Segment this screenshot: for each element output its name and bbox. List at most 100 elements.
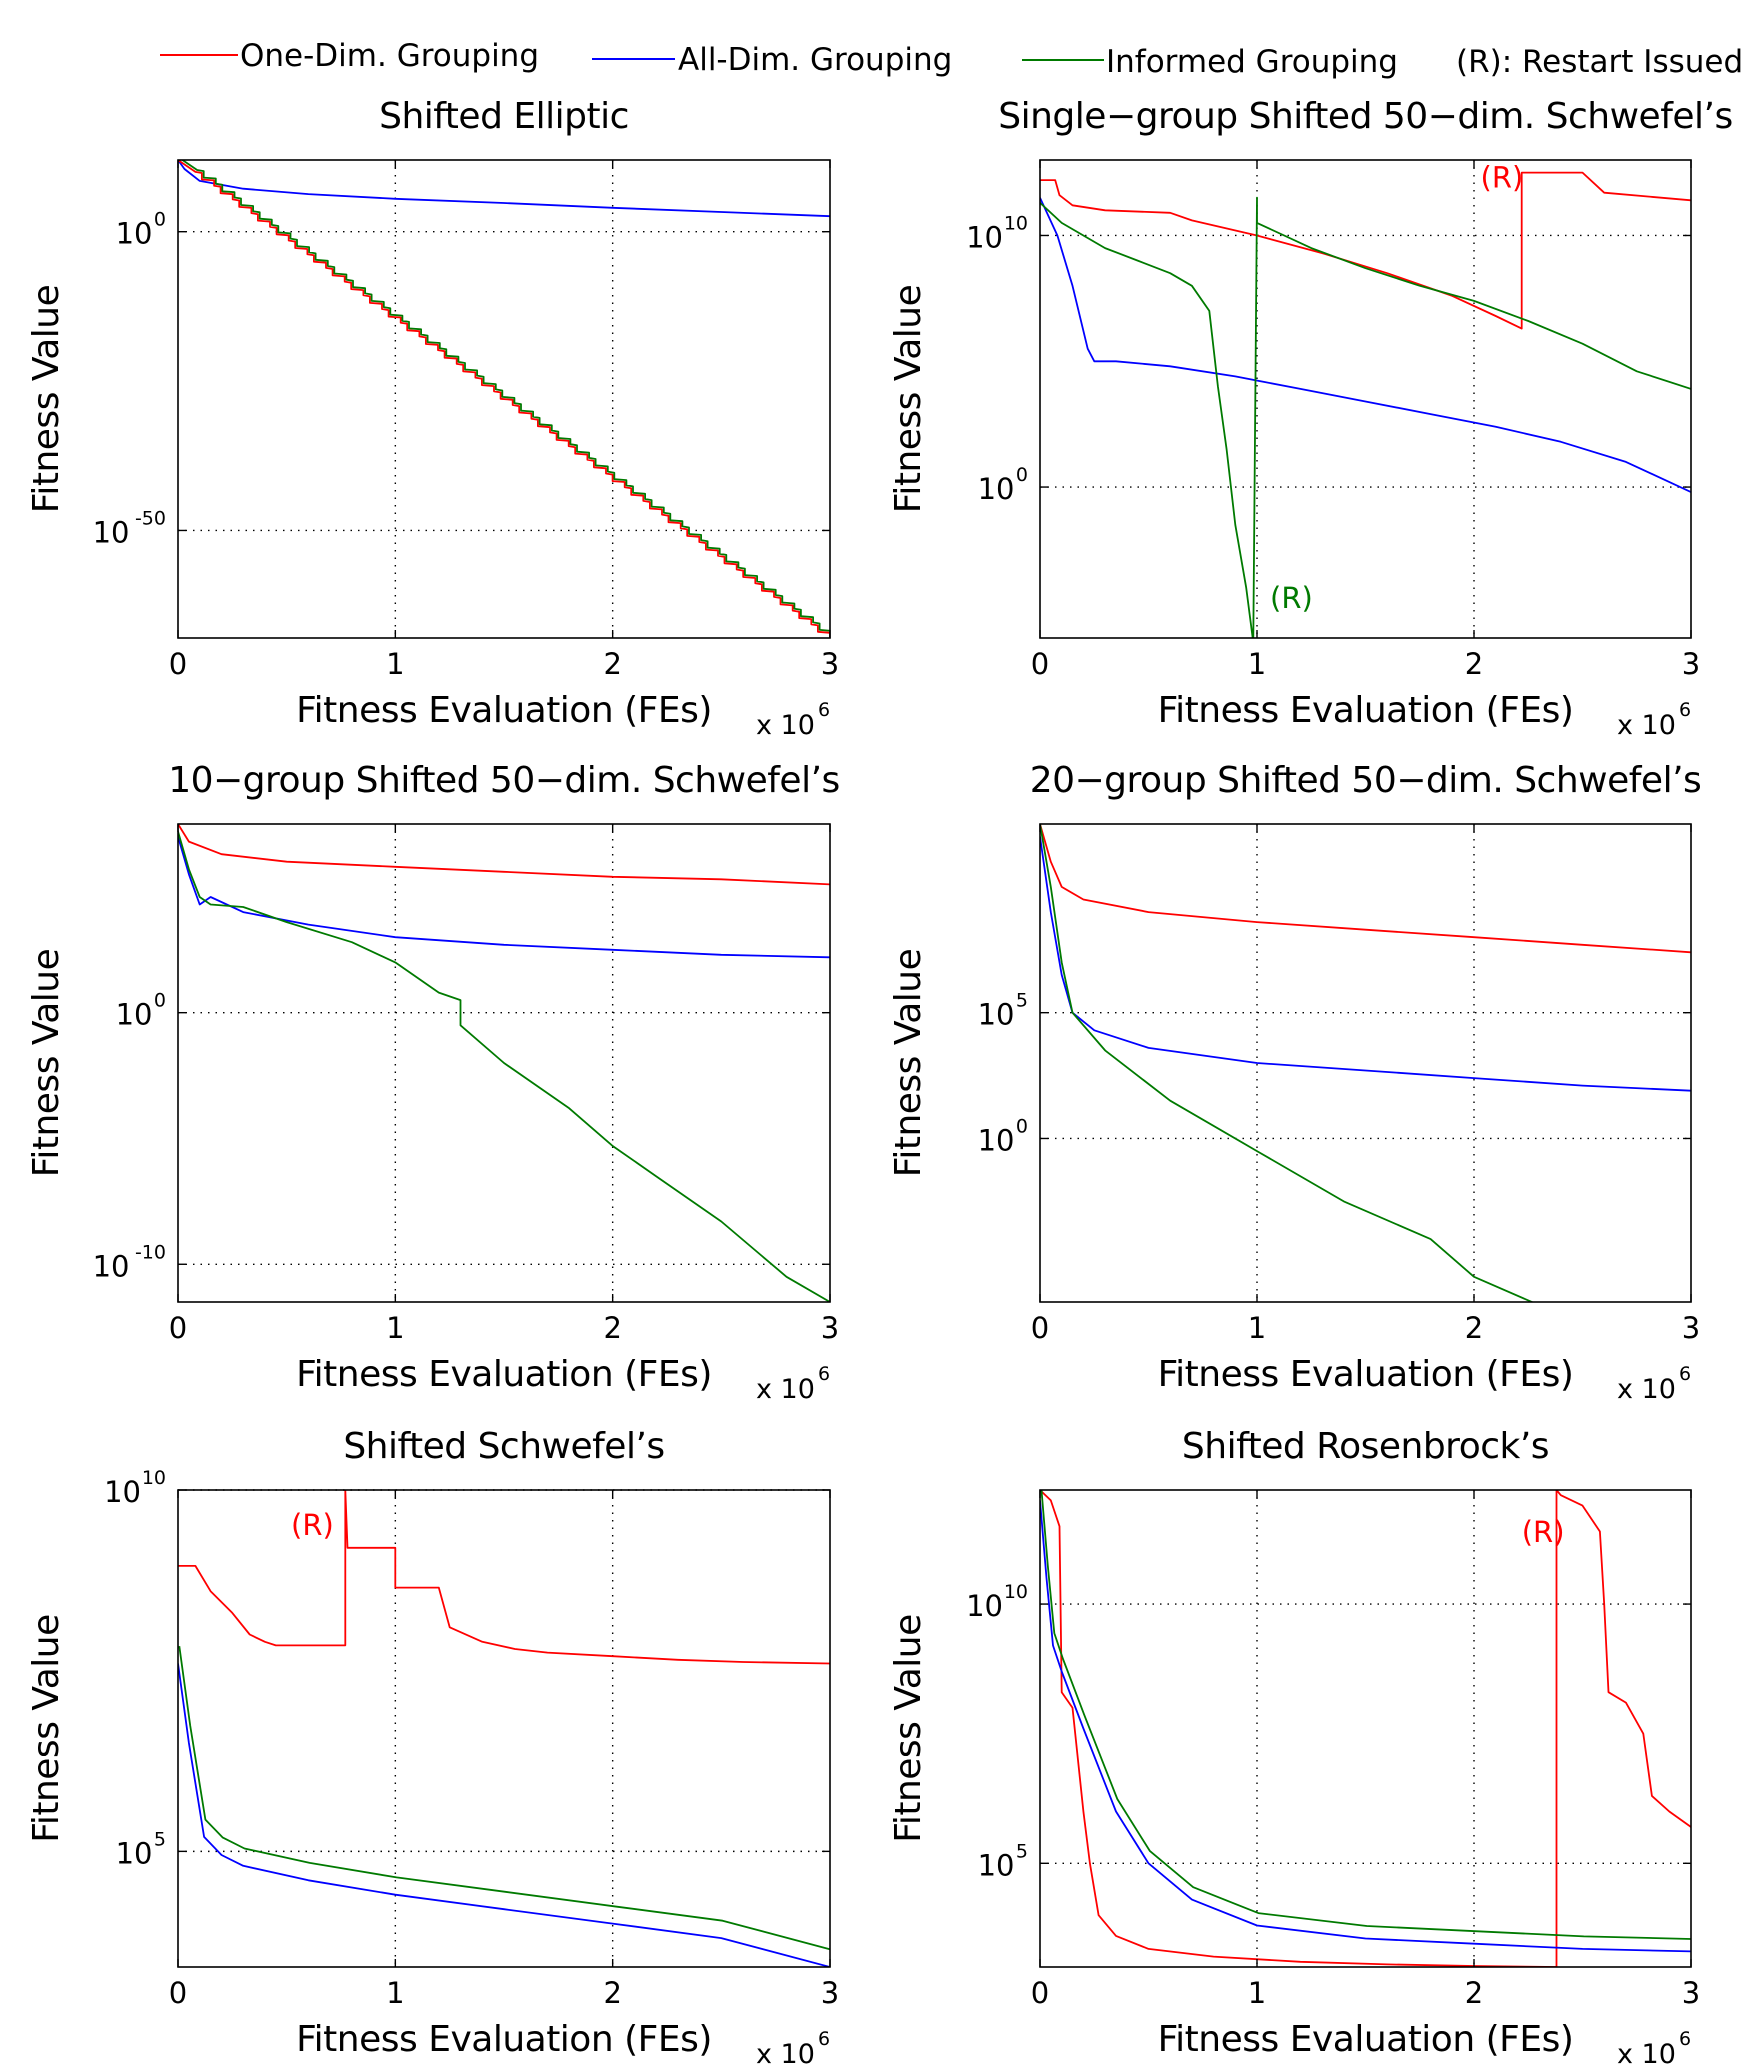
x-axis-multiplier-exponent: 6	[1679, 1363, 1691, 1385]
y-tick-label: 510	[116, 1828, 166, 1870]
chart-title: Shifted Elliptic	[379, 96, 629, 137]
x-tick-label: 3	[821, 1311, 839, 1345]
y-tick-exponent: 5	[1016, 1840, 1028, 1862]
chart-title: 10−group Shifted 50−dim. Schwefel’s	[168, 760, 840, 801]
series-group	[178, 160, 830, 638]
x-axis-multiplier-exponent: 6	[1679, 699, 1691, 721]
chart-title: Shifted Rosenbrock’s	[1182, 1426, 1549, 1467]
x-axis-label: Fitness Evaluation (FEs)	[1158, 690, 1574, 731]
series-line-2	[1040, 1500, 1691, 1953]
x-axis-label: Fitness Evaluation (FEs)	[296, 2019, 712, 2060]
x-tick-label: 0	[169, 1976, 187, 2010]
x-axis-multiplier-exponent: 6	[818, 699, 830, 721]
series-line-1	[178, 160, 830, 218]
plot-frame	[1039, 159, 1692, 639]
series-line-3	[178, 1645, 830, 1951]
x-tick-label: 0	[169, 1311, 187, 1345]
series-group	[1040, 824, 1691, 1302]
y-tick-label: 010	[116, 209, 166, 251]
series-line-3	[180, 160, 830, 632]
y-tick-label: 510	[978, 1840, 1028, 1882]
plot-frame	[1039, 823, 1692, 1303]
restart-annotation: (R)	[1270, 581, 1313, 615]
y-tick-base: 10	[116, 217, 153, 251]
x-axis-multiplier: x 10	[756, 2039, 815, 2068]
x-tick-label: 0	[1031, 647, 1049, 681]
series-line-3	[1040, 824, 1535, 1302]
y-tick-base: 10	[116, 1836, 153, 1870]
y-tick-exponent: 10	[142, 1467, 166, 1489]
y-tick-exponent: 0	[1016, 1115, 1028, 1137]
y-tick-exponent: 10	[1004, 1581, 1028, 1603]
restart-annotation: (R)	[1522, 1515, 1565, 1549]
x-axis-multiplier: x 10	[756, 710, 815, 741]
series-group	[1040, 1490, 1691, 1967]
x-tick-label: 3	[1682, 1976, 1700, 2010]
legend-label-all-dim: All-Dim. Grouping	[678, 42, 952, 78]
series-line-3	[1040, 196, 1691, 638]
x-tick-label: 2	[603, 647, 621, 681]
x-axis-multiplier-exponent: 6	[818, 2028, 830, 2050]
plot-frame	[177, 1489, 831, 1968]
x-axis-multiplier: x 10	[1617, 2039, 1676, 2068]
x-tick-label: 1	[386, 1311, 404, 1345]
y-tick-base: 10	[93, 1249, 130, 1283]
plot-frame	[177, 823, 831, 1303]
x-tick-label: 3	[1682, 1311, 1700, 1345]
x-tick-label: 2	[603, 1311, 621, 1345]
y-tick-base: 10	[104, 1475, 141, 1509]
series-line-2	[1040, 836, 1691, 1092]
x-tick-label: 0	[1031, 1311, 1049, 1345]
x-tick-label: 1	[1248, 1976, 1266, 2010]
x-tick-label: 1	[386, 647, 404, 681]
x-axis-multiplier-exponent: 6	[818, 1363, 830, 1385]
x-axis-multiplier: x 10	[1617, 710, 1676, 741]
legend-label-one-dim: One-Dim. Grouping	[240, 38, 539, 74]
series-line-2	[178, 160, 830, 638]
plot-frame	[1039, 1489, 1692, 1968]
x-tick-label: 2	[1465, 647, 1483, 681]
series-line-3	[178, 831, 830, 1302]
series-line-2	[178, 836, 830, 959]
y-tick-base: 10	[966, 220, 1003, 254]
legend-label-informed: Informed Grouping	[1106, 44, 1398, 80]
x-tick-label: 0	[1031, 1976, 1049, 2010]
x-tick-label: 1	[1248, 647, 1266, 681]
x-tick-label: 3	[1682, 647, 1700, 681]
x-axis-multiplier-exponent: 6	[1679, 2028, 1691, 2050]
y-tick-exponent: -10	[135, 1241, 166, 1263]
series-line-1	[178, 1490, 830, 1665]
x-axis-label: Fitness Evaluation (FEs)	[296, 1354, 712, 1395]
y-tick-base: 10	[978, 1848, 1015, 1882]
y-tick-exponent: 5	[1016, 990, 1028, 1012]
series-line-1	[178, 824, 830, 886]
restart-annotation: (R)	[1481, 161, 1524, 195]
chart-title: 20−group Shifted 50−dim. Schwefel’s	[1030, 760, 1702, 801]
y-tick-label: 510	[978, 990, 1028, 1032]
y-tick-label: 010	[116, 990, 166, 1032]
x-axis-multiplier: x 10	[756, 1374, 815, 1405]
series-group	[1040, 171, 1691, 638]
plot-frame	[177, 159, 831, 639]
y-tick-base: 10	[93, 515, 130, 549]
y-axis-label: Fitness Value	[888, 285, 929, 513]
y-tick-exponent: 0	[154, 209, 166, 231]
x-axis-multiplier: x 10	[1617, 1374, 1676, 1405]
series-line-3	[1040, 1490, 1691, 1940]
x-tick-label: 3	[821, 647, 839, 681]
y-tick-exponent: 0	[154, 990, 166, 1012]
chart-title: Single−group Shifted 50−dim. Schwefel’s	[998, 96, 1732, 137]
y-axis-label: Fitness Value	[26, 949, 67, 1177]
y-tick-base: 10	[978, 998, 1015, 1032]
y-tick-exponent: 0	[1016, 464, 1028, 486]
x-axis-label: Fitness Evaluation (FEs)	[296, 690, 712, 731]
